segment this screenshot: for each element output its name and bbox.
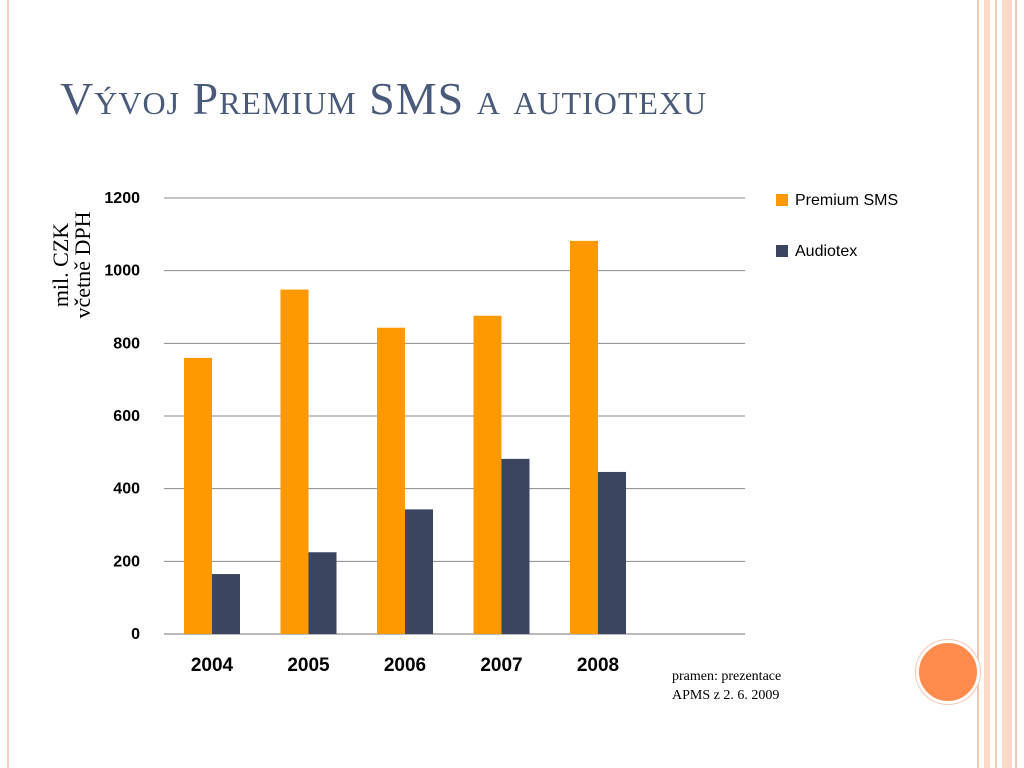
bar-premium-sms xyxy=(570,240,598,634)
x-tick-label: 2007 xyxy=(480,655,522,676)
bar-premium-sms xyxy=(377,327,405,634)
bar-chart: 0 200 400 600 800 1000 1200 2004 2005 2006 2007 200… xyxy=(104,190,898,676)
y-tick-label: 1000 xyxy=(104,263,140,280)
y-axis-title-text: mil. CZK včetně DPH xyxy=(48,212,95,319)
legend-swatch xyxy=(776,245,788,257)
slide-title: Vývoj Premium SMS a autiotexu xyxy=(60,73,708,124)
y-tick-label: 800 xyxy=(113,335,140,352)
y-tick-label: 600 xyxy=(113,408,140,425)
bar-premium-sms xyxy=(473,315,502,634)
bar-audiotex xyxy=(308,552,337,634)
x-tick-label: 2008 xyxy=(577,655,619,676)
source-note: pramen: prezentace APMS z 2. 6. 2009 xyxy=(672,667,872,705)
source-line-2: APMS z 2. 6. 2009 xyxy=(672,688,780,703)
x-tick-label: 2004 xyxy=(191,655,234,676)
y-tick-label: 400 xyxy=(113,481,140,498)
legend-label: Premium SMS xyxy=(795,192,898,209)
bar-audiotex xyxy=(212,574,240,634)
y-tick-label: 0 xyxy=(131,626,140,643)
bar-audiotex xyxy=(405,509,433,634)
legend-swatch xyxy=(776,194,788,206)
x-tick-label: 2006 xyxy=(384,655,426,676)
bar-audiotex xyxy=(598,471,626,634)
bar-audiotex xyxy=(501,458,530,634)
y-tick-label: 200 xyxy=(113,553,140,570)
source-line-1: pramen: prezentace xyxy=(672,669,782,684)
bar-premium-sms xyxy=(280,289,309,634)
y-tick-label: 1200 xyxy=(104,190,140,207)
decorative-circle xyxy=(916,640,980,704)
bar-premium-sms xyxy=(184,357,212,634)
x-tick-label: 2005 xyxy=(287,655,330,676)
legend-label: Audiotex xyxy=(795,243,857,260)
